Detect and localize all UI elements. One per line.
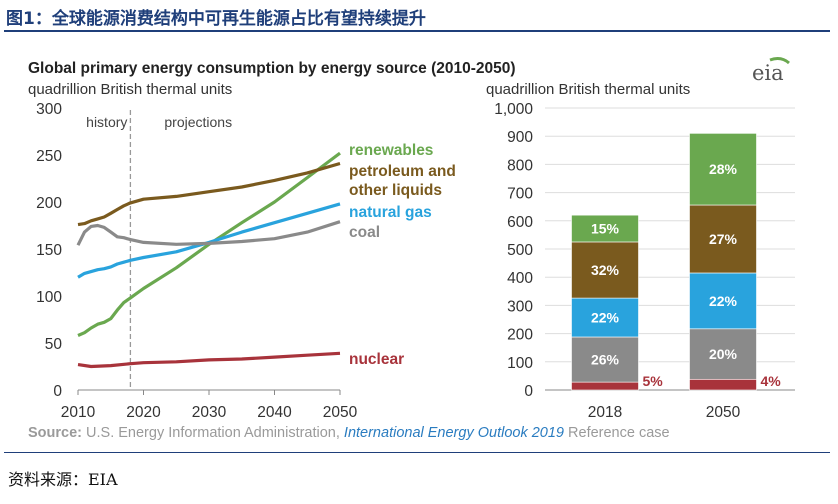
figure-title: 图1：全球能源消费结构中可再生能源占比有望持续提升 — [6, 9, 426, 29]
bar-segment-nuclear-2018 — [571, 381, 639, 391]
bar-y-tick-label: 300 — [507, 298, 533, 315]
history-label: history — [86, 114, 127, 130]
series-line-natural-gas — [77, 202, 341, 279]
bar-share-label-nuclear-2018: 5% — [643, 373, 664, 389]
series-label-nuclear: nuclear — [349, 351, 404, 368]
bar-share-label-coal-2050: 20% — [709, 346, 738, 362]
line-chart: 0 50 100 150 200 250 300 2010 2020 2030 2040 2050 hi… — [36, 101, 456, 421]
bar-segment-petroleum-and-other-liquids-2050 — [689, 204, 757, 274]
line-y-tick-label: 200 — [36, 195, 62, 212]
bar-category-label: 2050 — [706, 404, 741, 421]
chart-source-report: International Energy Outlook 2019 — [344, 425, 564, 441]
bar-y-tick-label: 900 — [507, 129, 533, 146]
line-y-tick-label: 0 — [53, 383, 62, 400]
bar-y-tick-label: 400 — [507, 270, 533, 287]
chart-source: Source: U.S. Energy Information Administ… — [28, 425, 670, 441]
line-x-tick-label: 2050 — [323, 404, 358, 421]
bar-y-tick-label: 800 — [507, 157, 533, 174]
bar-y-tick-label: 0 — [524, 383, 533, 400]
chart-source-prefix: Source: — [28, 425, 82, 441]
bottom-rule — [4, 452, 830, 453]
series-line-renewables — [77, 151, 341, 337]
bar-segment-petroleum-and-other-liquids-2018 — [571, 241, 639, 299]
line-y-tick-label: 250 — [36, 148, 62, 165]
line-chart-y-axis-label: quadrillion British thermal units — [28, 81, 232, 98]
projections-label: projections — [164, 114, 232, 130]
bar-share-label-renewables-2050: 28% — [709, 161, 738, 177]
stacked-bar-chart: 0 100 200 300 400 500 600 700 800 900 1,000 5% 26% 22… — [494, 101, 795, 421]
bar-share-label-natural-gas-2018: 22% — [591, 310, 620, 326]
line-x-tick-label: 2010 — [61, 404, 96, 421]
chart-title: Global primary energy consumption by ene… — [28, 60, 516, 77]
bar-share-label-natural-gas-2050: 22% — [709, 293, 738, 309]
bar-chart-y-axis-label: quadrillion British thermal units — [486, 81, 690, 98]
bar-y-tick-label: 600 — [507, 214, 533, 231]
bar-segment-renewables-2018 — [571, 214, 639, 243]
line-x-tick-label: 2030 — [192, 404, 227, 421]
bar-share-label-petroleum-and-other-liquids-2018: 32% — [591, 262, 620, 278]
line-x-tick-label: 2040 — [257, 404, 292, 421]
series-label-coal: coal — [349, 224, 380, 241]
bar-segment-natural-gas-2050 — [689, 272, 757, 330]
eia-logo-arc — [769, 57, 790, 65]
line-y-tick-label: 50 — [45, 336, 63, 353]
bar-y-tick-label: 200 — [507, 327, 533, 344]
figure-source-note: 资料来源：EIA — [8, 470, 118, 489]
bar-y-tick-label: 500 — [507, 242, 533, 259]
bar-y-tick-label: 700 — [507, 186, 533, 203]
bar-segment-renewables-2050 — [689, 133, 757, 206]
series-line-petroleum-and-other-liquids — [77, 161, 341, 227]
series-label-petroleum-and-other-liquids: petroleum and other liquids — [349, 163, 456, 199]
bar-segment-natural-gas-2018 — [571, 297, 639, 338]
bar-segment-nuclear-2050 — [689, 378, 757, 391]
bar-share-label-coal-2018: 26% — [591, 352, 620, 368]
line-x-tick-label: 2020 — [126, 404, 161, 421]
line-y-tick-label: 100 — [36, 289, 62, 306]
line-y-tick-label: 150 — [36, 242, 62, 259]
bar-segment-coal-2018 — [571, 336, 639, 383]
eia-logo-text: eia — [752, 61, 784, 85]
eia-logo: eia — [752, 57, 790, 85]
line-y-tick-label: 300 — [36, 101, 62, 118]
series-line-coal — [76, 220, 341, 246]
chart-source-suffix: Reference case — [564, 425, 670, 441]
bar-share-label-petroleum-and-other-liquids-2050: 27% — [709, 231, 738, 247]
bar-share-label-nuclear-2050: 4% — [761, 373, 782, 389]
bar-y-tick-label: 100 — [507, 355, 533, 372]
chart-source-body: U.S. Energy Information Administration, — [82, 425, 344, 441]
bar-category-label: 2018 — [588, 404, 622, 421]
bar-share-label-renewables-2018: 15% — [591, 221, 620, 237]
series-line-nuclear — [77, 351, 341, 369]
bar-y-tick-label: 1,000 — [494, 101, 533, 118]
series-label-renewables: renewables — [349, 142, 433, 159]
series-label-natural-gas: natural gas — [349, 204, 432, 221]
top-rule — [4, 30, 830, 32]
